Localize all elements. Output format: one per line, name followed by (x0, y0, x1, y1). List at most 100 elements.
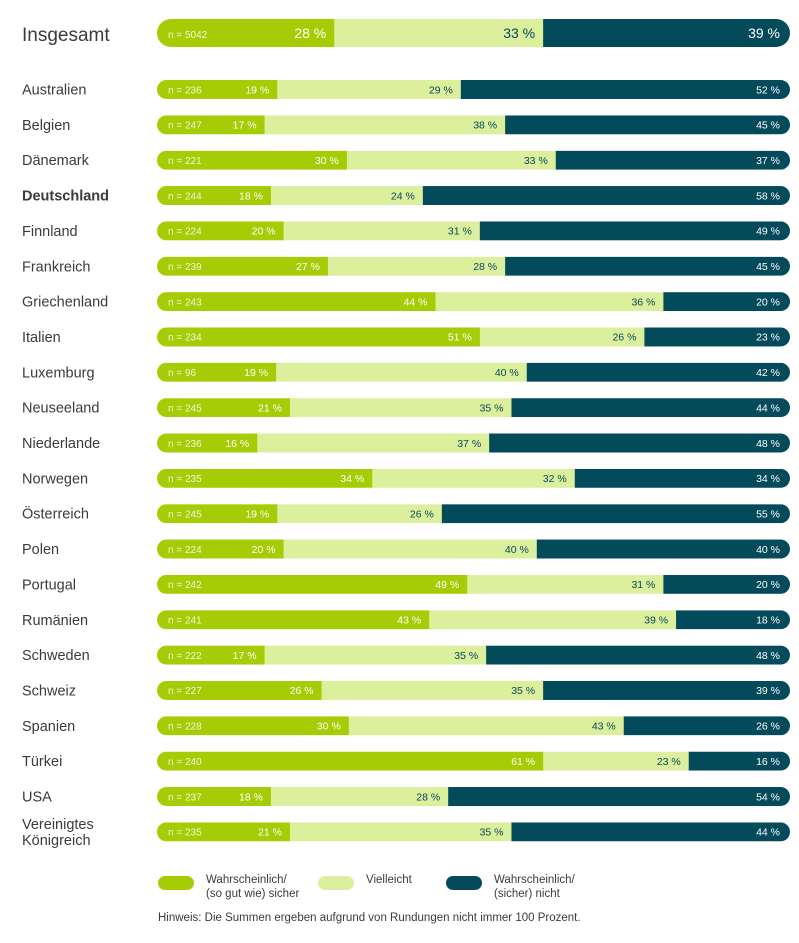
bar-segment-16-2 (486, 645, 790, 665)
category-label-20: USA (22, 790, 52, 806)
value-label-1-0: 17 % (233, 120, 257, 132)
bar-group-5 (157, 256, 790, 276)
value-label-5-2: 45 % (756, 261, 780, 273)
value-label-6-0: 44 % (404, 296, 428, 308)
category-label-total: Insgesamt (22, 25, 110, 46)
value-label-16-1: 35 % (454, 650, 478, 662)
value-label-16-2: 48 % (756, 650, 780, 662)
value-label-9-1: 35 % (480, 402, 504, 414)
n-label-17: n = 227 (168, 686, 202, 697)
value-label-3-1: 24 % (391, 190, 415, 202)
bar-segment-1-1 (264, 115, 506, 135)
value-label-12-1: 26 % (410, 508, 434, 520)
n-label-21: n = 235 (168, 828, 202, 839)
value-label-17-1: 35 % (511, 685, 535, 697)
value-label-12-2: 55 % (756, 508, 780, 520)
n-label-7: n = 234 (168, 333, 202, 344)
value-label-16-0: 17 % (233, 650, 257, 662)
n-label-0: n = 236 (168, 85, 202, 96)
value-label-21-0: 21 % (258, 827, 282, 839)
value-label-9-0: 21 % (258, 402, 282, 414)
value-label-20-2: 54 % (756, 791, 780, 803)
bar-segment-total-2 (543, 19, 790, 47)
bar-group-17 (157, 680, 790, 700)
n-label-14: n = 242 (168, 580, 202, 591)
n-label-11: n = 235 (168, 474, 202, 485)
value-label-10-2: 48 % (756, 438, 780, 450)
bar-segment-3-2 (422, 186, 790, 206)
n-label-3: n = 244 (168, 191, 202, 202)
bar-segment-2-0 (157, 150, 348, 170)
bar-segment-21-0 (157, 822, 291, 842)
category-label-7: Italien (22, 330, 61, 346)
bar-group-18 (157, 716, 790, 736)
bar-group-7 (157, 327, 790, 347)
value-label-8-2: 42 % (756, 367, 780, 379)
bar-segment-19-1 (543, 751, 690, 771)
category-label-6: Griechenland (22, 295, 108, 311)
bar-segment-6-1 (435, 292, 664, 312)
bar-segment-0-1 (277, 80, 462, 99)
category-label-11: Norwegen (22, 471, 88, 487)
value-label-5-1: 28 % (473, 261, 497, 273)
value-label-0-0: 19 % (245, 84, 269, 96)
bar-group-16 (157, 645, 790, 665)
bar-segment-14-2 (663, 574, 790, 594)
bar-segment-17-0 (157, 680, 323, 700)
n-label-6: n = 243 (168, 297, 202, 308)
n-label-9: n = 245 (168, 403, 202, 414)
bar-group-3 (157, 186, 790, 206)
bar-segment-16-0 (157, 645, 266, 665)
category-label-9: Neuseeland (22, 401, 99, 417)
value-label-18-2: 26 % (756, 721, 780, 733)
bar-group-total (157, 19, 790, 47)
value-label-20-0: 18 % (239, 791, 263, 803)
value-label-8-0: 19 % (244, 367, 268, 379)
value-label-21-1: 35 % (480, 827, 504, 839)
value-label-12-0: 19 % (245, 508, 269, 520)
bar-segment-19-2 (688, 751, 790, 771)
n-label-20: n = 237 (168, 792, 202, 803)
value-label-4-0: 20 % (252, 226, 276, 238)
value-label-total-1: 33 % (503, 25, 535, 41)
bar-segment-7-1 (479, 327, 645, 347)
n-label-13: n = 224 (168, 545, 202, 556)
legend-label-vielleicht: Vielleicht (366, 874, 412, 886)
bar-group-8 (157, 362, 790, 382)
value-label-2-1: 33 % (524, 155, 548, 167)
bar-segment-1-2 (505, 115, 790, 135)
bar-segment-10-0 (157, 433, 258, 453)
legend-item-nicht: Wahrscheinlich/ (sicher) nicht (446, 873, 575, 901)
bar-segment-6-2 (663, 292, 790, 312)
n-label-19: n = 240 (168, 757, 202, 768)
category-label-19: Türkei (22, 754, 62, 770)
bar-segment-7-2 (644, 327, 790, 347)
value-label-15-0: 43 % (397, 615, 421, 627)
legend-item-sicher: Wahrscheinlich/ (so gut wie) sicher (158, 873, 299, 901)
value-label-11-0: 34 % (340, 473, 364, 485)
bar-segment-9-1 (289, 398, 512, 418)
value-label-17-0: 26 % (290, 685, 314, 697)
value-label-6-1: 36 % (631, 296, 655, 308)
stacked-bar-chart: Insgesamt n = 5042 28 % 33 % 39 % Australien n… (22, 19, 790, 849)
bar-segment-13-2 (536, 539, 790, 559)
bar-segment-11-2 (574, 468, 790, 488)
legend-item-vielleicht: Vielleicht (318, 873, 412, 890)
bar-segment-1-0 (157, 115, 266, 135)
value-label-14-1: 31 % (631, 579, 655, 591)
bar-group-14 (157, 574, 790, 594)
category-label-0: Australien (22, 83, 86, 99)
value-label-14-0: 49 % (435, 579, 459, 591)
n-label-18: n = 228 (168, 722, 202, 733)
bar-segment-6-0 (157, 292, 437, 312)
value-label-2-2: 37 % (756, 155, 780, 167)
bar-segment-18-0 (157, 716, 350, 736)
bar-segment-21-2 (511, 822, 790, 842)
value-label-3-0: 18 % (239, 190, 263, 202)
legend-swatch-sicher (158, 876, 194, 890)
value-label-15-1: 39 % (644, 615, 668, 627)
bar-segment-total-1 (334, 19, 544, 47)
legend-label-sicher: Wahrscheinlich/ (so gut wie) sicher (206, 874, 300, 900)
n-label-2: n = 221 (168, 156, 202, 167)
n-label-15: n = 241 (168, 616, 202, 627)
